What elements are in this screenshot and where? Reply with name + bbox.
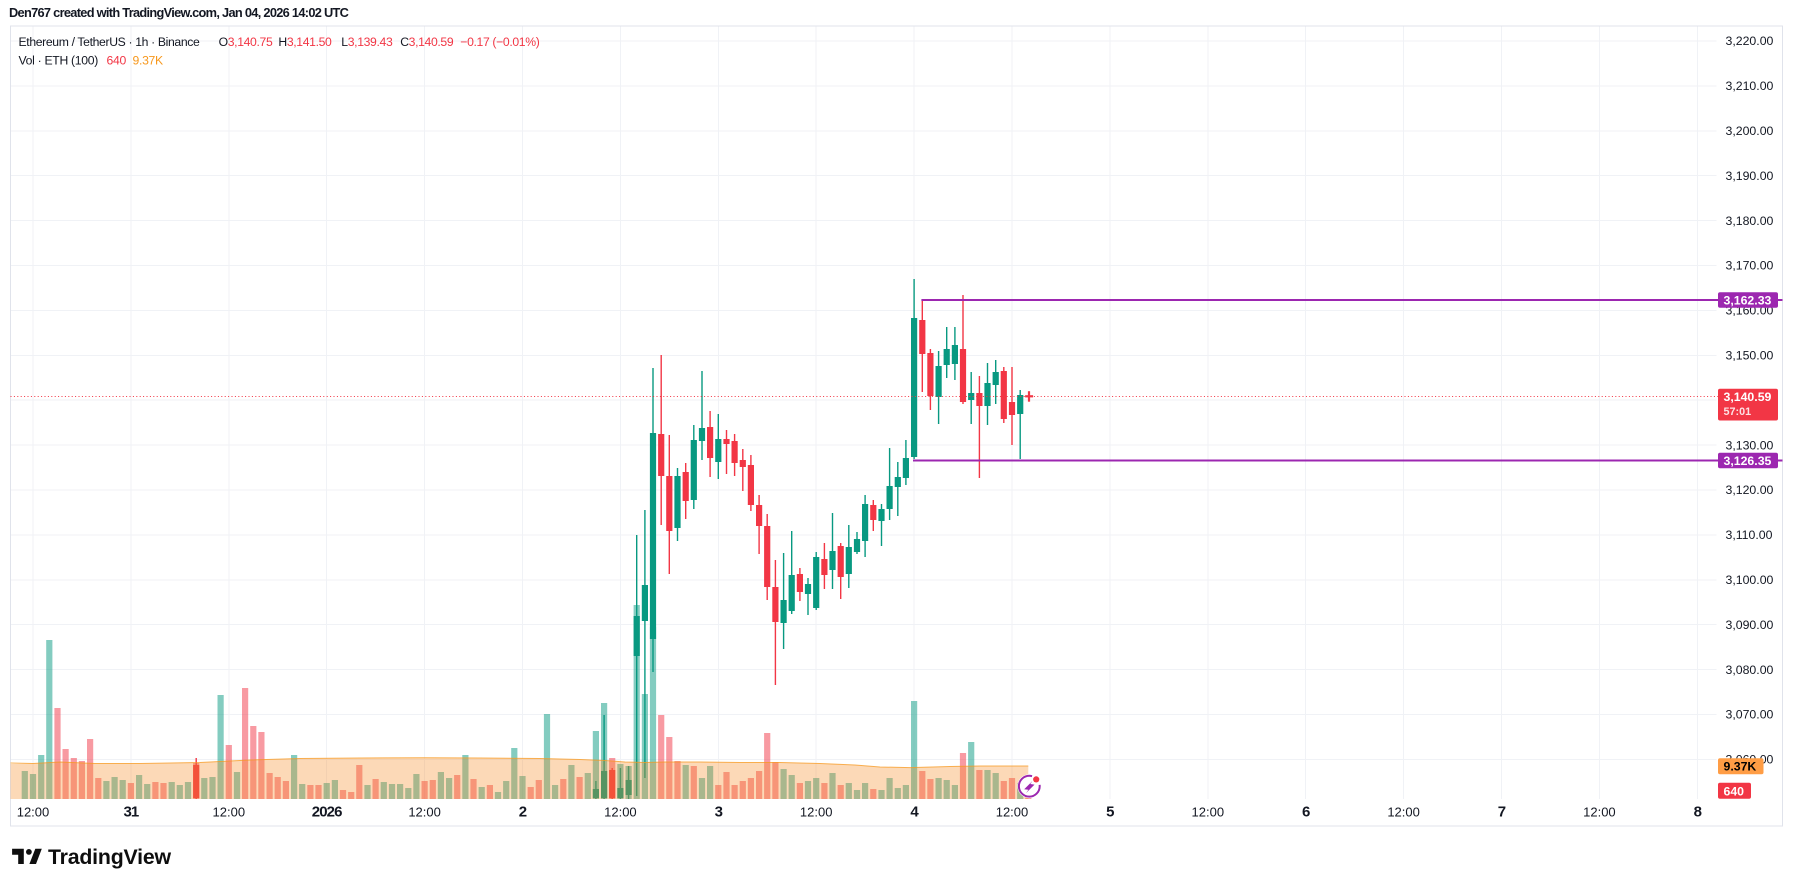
svg-text:2026: 2026 (312, 804, 342, 821)
svg-text:Ethereum / TetherUS · 1h · Bin: Ethereum / TetherUS · 1h · Binance O3,140… (19, 35, 540, 49)
svg-text:3,150.00: 3,150.00 (1726, 349, 1774, 363)
svg-text:6: 6 (1302, 804, 1310, 821)
svg-text:12:00: 12:00 (17, 805, 50, 820)
svg-text:TradingView: TradingView (48, 845, 171, 869)
svg-text:640: 640 (1724, 784, 1745, 798)
svg-text:3,090.00: 3,090.00 (1726, 618, 1774, 632)
svg-text:3,070.00: 3,070.00 (1726, 708, 1774, 722)
svg-text:3,180.00: 3,180.00 (1726, 214, 1774, 228)
svg-text:12:00: 12:00 (213, 805, 246, 820)
svg-text:12:00: 12:00 (1387, 805, 1420, 820)
svg-text:5: 5 (1106, 804, 1114, 821)
svg-text:3,140.59: 3,140.59 (1724, 390, 1772, 404)
svg-text:12:00: 12:00 (1192, 805, 1225, 820)
svg-text:3,170.00: 3,170.00 (1726, 259, 1774, 273)
svg-text:3: 3 (715, 804, 723, 821)
svg-text:31: 31 (123, 804, 138, 821)
svg-text:Den767 created with TradingVie: Den767 created with TradingView.com, Jan… (9, 5, 349, 20)
svg-text:12:00: 12:00 (604, 805, 637, 820)
svg-text:3,126.35: 3,126.35 (1724, 454, 1772, 468)
svg-text:12:00: 12:00 (408, 805, 441, 820)
svg-text:12:00: 12:00 (996, 805, 1029, 820)
svg-text:9.37K: 9.37K (1724, 760, 1757, 774)
svg-text:8: 8 (1694, 804, 1702, 821)
svg-text:3,130.00: 3,130.00 (1726, 438, 1774, 452)
svg-text:3,120.00: 3,120.00 (1726, 483, 1774, 497)
svg-text:3,162.33: 3,162.33 (1724, 293, 1772, 307)
svg-text:3,200.00: 3,200.00 (1726, 124, 1774, 138)
svg-text:3,220.00: 3,220.00 (1726, 34, 1774, 48)
svg-text:2: 2 (519, 804, 527, 821)
svg-text:57:01: 57:01 (1724, 406, 1752, 418)
svg-text:3,210.00: 3,210.00 (1726, 79, 1774, 93)
svg-text:7: 7 (1498, 804, 1506, 821)
svg-text:3,080.00: 3,080.00 (1726, 663, 1774, 677)
svg-text:12:00: 12:00 (1583, 805, 1616, 820)
svg-text:3,190.00: 3,190.00 (1726, 169, 1774, 183)
svg-text:12:00: 12:00 (800, 805, 833, 820)
svg-text:4: 4 (910, 804, 919, 821)
svg-text:3,100.00: 3,100.00 (1726, 573, 1774, 587)
svg-text:3,110.00: 3,110.00 (1726, 528, 1773, 542)
